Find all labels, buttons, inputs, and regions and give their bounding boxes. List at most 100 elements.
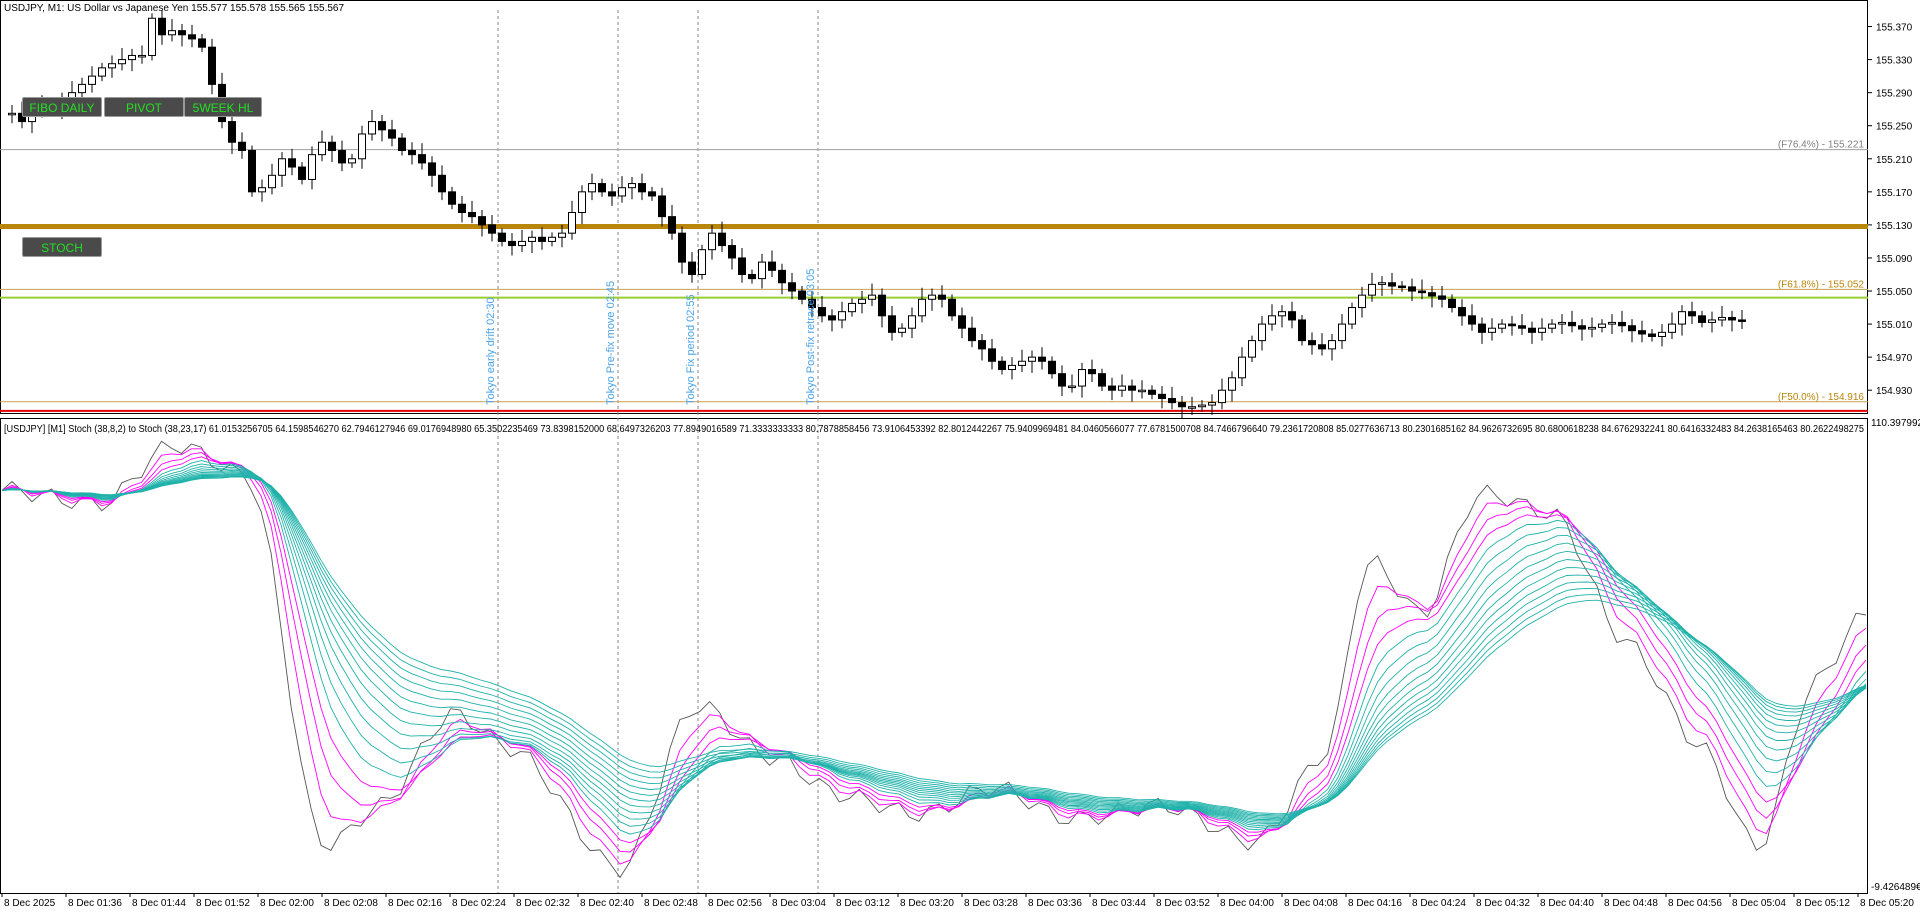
time-axis-label: 8 Dec 01:44 [132,898,186,909]
candle [938,285,946,308]
candle [1498,319,1506,334]
candle [438,165,446,201]
stoch-line [1,471,1867,822]
price-axis-label: 155.370 [1876,23,1913,34]
candle [1358,286,1366,318]
price-axis-label: 154.930 [1876,386,1913,397]
session-label: Tokyo Fix period 02:55 [685,294,697,405]
candle [1178,395,1186,419]
candle [1388,272,1396,295]
candle [1708,311,1716,333]
time-axis-label: 8 Dec 02:08 [324,898,378,909]
candle [748,269,756,284]
candle [1088,359,1096,382]
candle [1718,305,1726,327]
fib-61-label: (F61.8%) - 155.052 [1778,279,1865,290]
time-axis-label: 8 Dec 02:24 [452,898,506,909]
candle [228,114,236,154]
candle [908,307,916,339]
time-axis-label: 8 Dec 03:28 [964,898,1018,909]
candle [1068,374,1076,393]
stochastic-lines [1,440,1867,879]
candle [178,24,186,47]
candle [378,114,386,142]
candle [1538,318,1546,341]
candle [998,356,1006,375]
price-axis-label: 155.130 [1876,221,1913,232]
candle [1468,304,1476,331]
candle [1528,321,1536,344]
price-axis-label: 155.290 [1876,89,1913,100]
candle [418,143,426,170]
time-axis-label: 8 Dec 03:04 [772,898,826,909]
stoch-line [1,476,1867,815]
candle [1188,396,1196,415]
candle [1368,272,1376,302]
time-axis-label: 8 Dec 03:52 [1156,898,1210,909]
candle [98,62,106,82]
candle [768,250,776,277]
candle [578,185,586,225]
5week-hl-button[interactable]: 5WEEK HL [184,97,262,117]
time-axis-label: 8 Dec 02:00 [260,898,314,909]
candle [848,298,856,317]
candle [498,228,506,247]
candle [1378,276,1386,296]
candle [458,195,466,223]
candle [1648,329,1656,342]
time-axis-label: 8 Dec 04:16 [1348,898,1402,909]
candle [1148,385,1156,400]
time-axis-label: 8 Dec 02:32 [516,898,570,909]
time-axis-label: 8 Dec 03:20 [900,898,954,909]
candle [188,24,196,48]
pivot-button[interactable]: PIVOT [104,97,184,117]
price-axis-label: 155.090 [1876,254,1913,265]
time-axis-label: 8 Dec 02:16 [388,898,442,909]
candle [1688,301,1696,325]
candle [1558,314,1566,334]
time-axis-label: 8 Dec 04:40 [1540,898,1594,909]
candle [798,286,806,305]
time-axis-label: 8 Dec 04:08 [1284,898,1338,909]
candle [858,291,866,314]
time-axis-label: 8 Dec 03:36 [1028,898,1082,909]
candle [1268,304,1276,331]
candle [448,186,456,210]
fib-50-label: (F50.0%) - 154.916 [1778,392,1865,403]
candle [138,45,146,64]
session-label: Tokyo early drift 02:30 [485,297,497,405]
stoch-button[interactable]: STOCH [22,237,102,257]
time-axis-label: 8 Dec 04:48 [1604,898,1658,909]
candle [1698,310,1706,328]
candle [1658,324,1666,347]
time-axis-label: 8 Dec 05:20 [1860,898,1914,909]
candle [778,263,786,295]
candle [1248,335,1256,363]
price-axis-label: 155.170 [1876,188,1913,199]
candle [668,205,676,240]
candle [1438,286,1446,308]
candle [1628,319,1636,343]
time-axis-label: 8 Dec 03:44 [1092,898,1146,909]
candle [1218,378,1226,410]
indicator-header: [USDJPY] [M1] Stoch (38,8,2) to Stoch (3… [4,424,1864,435]
candle [1118,374,1126,397]
candle [1078,362,1086,398]
candle [1138,380,1146,399]
candle [1318,333,1326,356]
candle [1058,365,1066,396]
price-axis-label: 155.010 [1876,320,1913,331]
fibo-daily-button[interactable]: FIBO DAILY [22,97,102,117]
stoch-line [1,475,1867,816]
candle [628,176,636,200]
candle [1328,334,1336,361]
time-axis-label: 8 Dec 02:40 [580,898,634,909]
time-axis-label: 8 Dec 01:36 [68,898,122,909]
candle [1428,286,1436,308]
stoch-line [1,452,1867,853]
candle [208,38,216,95]
candle [1008,357,1016,380]
candle [948,294,956,321]
